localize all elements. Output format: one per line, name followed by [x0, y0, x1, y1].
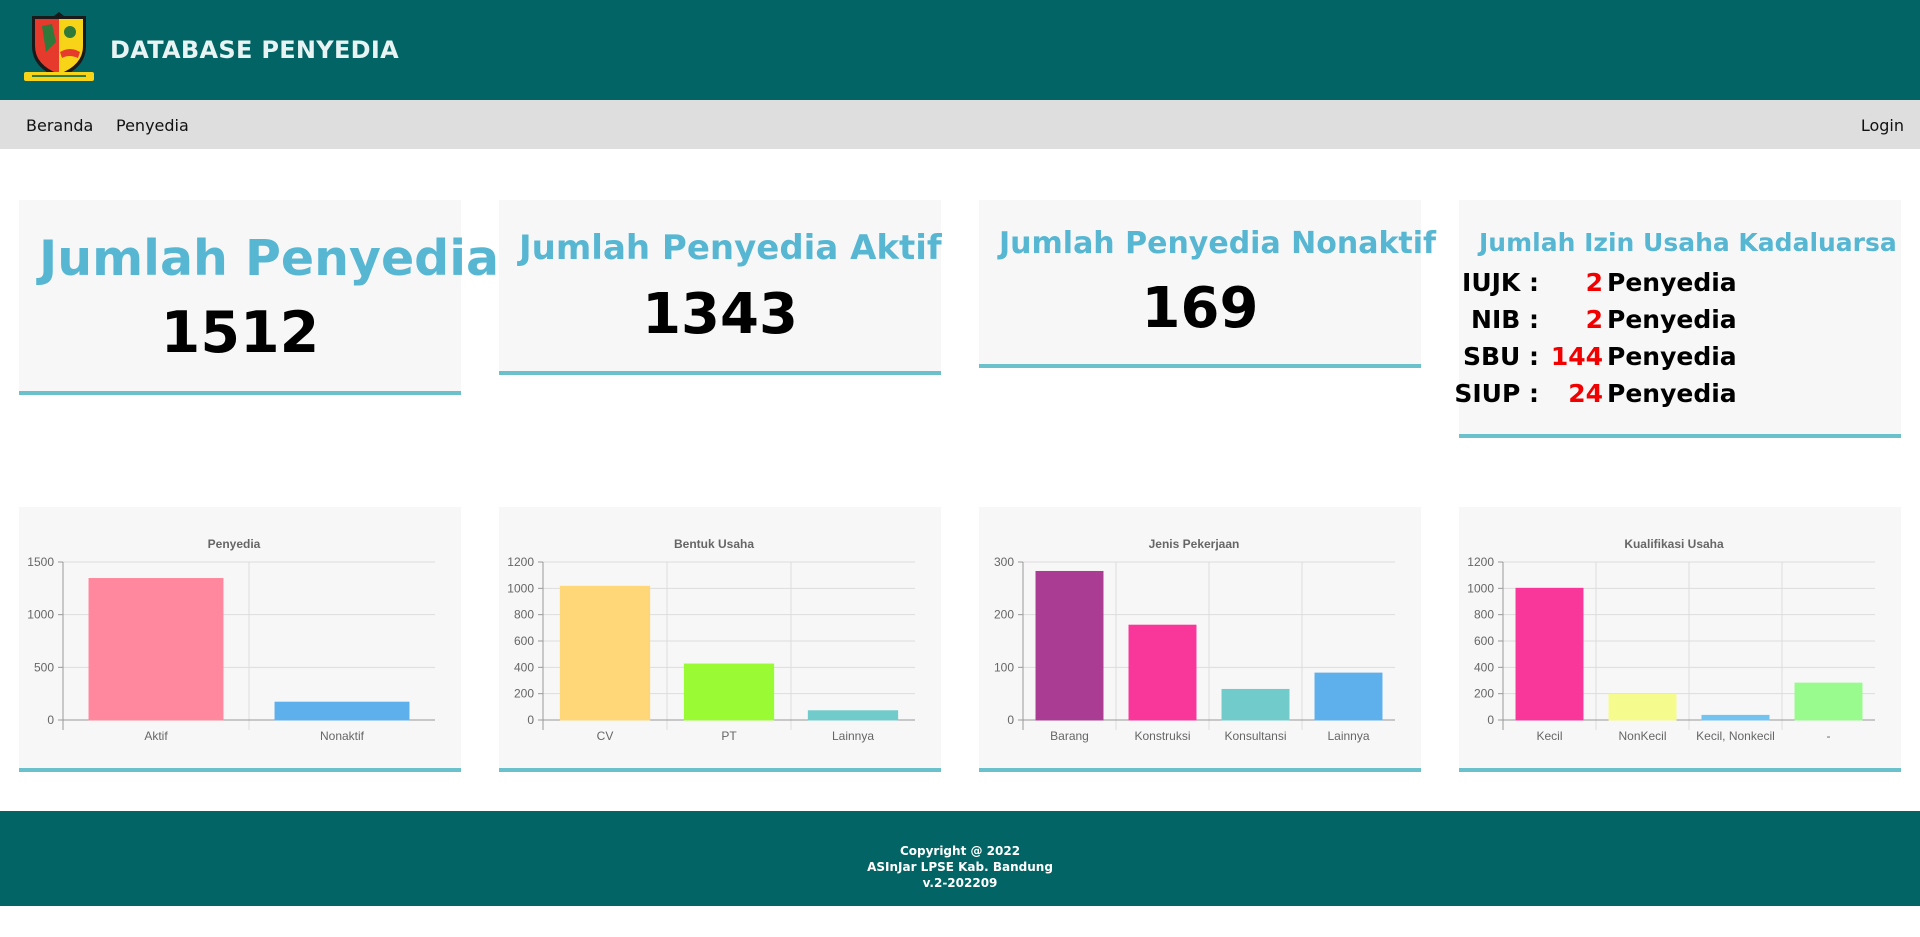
bar-konstruksi: [1128, 624, 1197, 721]
nib-label: NIB :: [1471, 305, 1539, 334]
bar-lainnya: [807, 710, 899, 721]
jenis-pekerjaan-bar-chart: Jenis Pekerjaan 0 100 200 300 Barang Konstruks…: [994, 537, 1395, 743]
iujk-count: 2: [1585, 268, 1603, 297]
siup-count: 24: [1568, 379, 1603, 408]
sbu-row: SBU : 144 Penyedia: [1459, 342, 1901, 378]
x-tick-label: Kecil: [1536, 729, 1562, 743]
total-penyedia-value: 1512: [160, 300, 320, 366]
y-tick-label: 400: [1474, 660, 1494, 674]
penyedia-chart-card: Penyedia 0 500 1000 1500 Aktif Nonaktif: [19, 507, 461, 772]
y-tick-label: 1200: [507, 555, 534, 569]
y-tick-label: 1500: [27, 555, 54, 569]
sbu-unit: Penyedia: [1607, 342, 1737, 371]
x-tick-label: Nonaktif: [320, 729, 365, 743]
x-tick-label: Lainnya: [832, 729, 874, 743]
y-tick-label: 1000: [1467, 581, 1494, 595]
x-tick-label: Lainnya: [1327, 729, 1369, 743]
penyedia-nonaktif-title: Jumlah Penyedia Nonaktif: [999, 226, 1437, 261]
siup-row: SIUP : 24 Penyedia: [1454, 379, 1901, 415]
y-tick-label: 1200: [1467, 555, 1494, 569]
y-tick-label: 800: [514, 608, 534, 622]
y-tick-label: 0: [1487, 713, 1494, 727]
izin-kadaluarsa-card: Jumlah Izin Usaha Kadaluarsa IUJK : 2 Pe…: [1454, 200, 1901, 438]
y-tick-label: 0: [1007, 713, 1014, 727]
nav-beranda-link[interactable]: Beranda: [26, 116, 94, 135]
x-tick-label: NonKecil: [1618, 729, 1666, 743]
site-title: DATABASE PENYEDIA: [110, 36, 399, 64]
y-tick-label: 1000: [507, 581, 534, 595]
bar-kecil: [1515, 587, 1584, 721]
siup-label: SIUP :: [1454, 379, 1539, 408]
bar-lainnya: [1314, 672, 1383, 721]
bar-kecil-nonkecil: [1701, 714, 1770, 721]
y-tick-label: 800: [1474, 608, 1494, 622]
sbu-label: SBU :: [1462, 342, 1539, 371]
bandung-regency-logo-icon: [24, 12, 94, 81]
footer-copyright: Copyright @ 2022: [899, 844, 1021, 858]
nib-row: NIB : 2 Penyedia: [1459, 305, 1901, 341]
total-penyedia-card: Jumlah Penyedia 1512: [19, 200, 499, 395]
y-tick-label: 0: [527, 713, 534, 727]
nav-penyedia-link[interactable]: Penyedia: [116, 116, 189, 135]
y-tick-label: 600: [1474, 634, 1494, 648]
x-tick-label: Aktif: [144, 729, 168, 743]
x-tick-label: CV: [597, 729, 614, 743]
kualifikasi-usaha-bar-chart: Kualifikasi Usaha 0 200 400 600 800 1000 1200 Ke…: [1467, 537, 1875, 743]
login-link[interactable]: Login: [1860, 116, 1904, 135]
y-tick-label: 200: [1474, 687, 1494, 701]
x-tick-label: Barang: [1050, 729, 1089, 743]
penyedia-aktif-title: Jumlah Penyedia Aktif: [519, 228, 942, 268]
penyedia-nonaktif-card: Jumlah Penyedia Nonaktif 169: [979, 200, 1436, 368]
penyedia-nonaktif-value: 169: [1141, 276, 1259, 341]
bar-barang: [1035, 570, 1104, 721]
site-header: DATABASE PENYEDIA: [0, 0, 1920, 100]
iujk-label: IUJK :: [1462, 268, 1539, 297]
jenis-pekerjaan-chart-card: Jenis Pekerjaan 0 100 200 300 Barang Konstruks…: [979, 507, 1421, 772]
sbu-count: 144: [1550, 342, 1603, 371]
izin-kadaluarsa-title: Jumlah Izin Usaha Kadaluarsa: [1479, 228, 1897, 257]
x-tick-label: Konsultansi: [1224, 729, 1286, 743]
kualifikasi-usaha-chart-card: Kualifikasi Usaha 0 200 400 600 800 1000 1200 Ke…: [1459, 507, 1901, 772]
bar-konsultansi: [1221, 688, 1290, 721]
bar-cv: [559, 585, 651, 721]
iujk-unit: Penyedia: [1607, 268, 1737, 297]
y-tick-label: 200: [514, 687, 534, 701]
chart-title: Bentuk Usaha: [674, 537, 754, 551]
bar-nonaktif: [274, 701, 410, 721]
penyedia-aktif-value: 1343: [642, 282, 798, 347]
footer-version: v.2-202209: [922, 876, 998, 890]
chart-title: Jenis Pekerjaan: [1149, 537, 1240, 551]
nib-unit: Penyedia: [1607, 305, 1737, 334]
penyedia-aktif-card: Jumlah Penyedia Aktif 1343: [499, 200, 942, 375]
y-tick-label: 100: [994, 660, 1014, 674]
main-navbar: Beranda Penyedia Login: [0, 100, 1920, 149]
nib-count: 2: [1585, 305, 1603, 334]
bar-nonkecil: [1608, 693, 1677, 721]
y-tick-label: 1000: [27, 608, 54, 622]
iujk-row: IUJK : 2 Penyedia: [1459, 268, 1901, 304]
siup-unit: Penyedia: [1607, 379, 1737, 408]
bentuk-usaha-bar-chart: Bentuk Usaha 0 200 400 600 800 1000 1200 CV PT Lai…: [507, 537, 915, 743]
y-tick-label: 300: [994, 555, 1014, 569]
y-tick-label: 0: [47, 713, 54, 727]
site-footer: Copyright @ 2022 ASInJar LPSE Kab. Bandu…: [0, 811, 1920, 906]
bentuk-usaha-chart-card: Bentuk Usaha 0 200 400 600 800 1000 1200 CV PT Lai…: [499, 507, 941, 772]
bar-pt: [683, 663, 775, 721]
chart-title: Kualifikasi Usaha: [1624, 537, 1724, 551]
x-tick-label: -: [1827, 729, 1831, 743]
footer-organization: ASInJar LPSE Kab. Bandung: [867, 860, 1053, 874]
y-tick-label: 400: [514, 660, 534, 674]
x-tick-label: Konstruksi: [1134, 729, 1190, 743]
chart-title: Penyedia: [208, 537, 261, 551]
y-tick-label: 600: [514, 634, 534, 648]
bar-: [1794, 682, 1863, 721]
penyedia-bar-chart: Penyedia 0 500 1000 1500 Aktif Nonaktif: [27, 537, 435, 743]
total-penyedia-title: Jumlah Penyedia: [39, 230, 500, 287]
bar-aktif: [88, 578, 224, 721]
y-tick-label: 200: [994, 608, 1014, 622]
x-tick-label: Kecil, Nonkecil: [1696, 729, 1775, 743]
y-tick-label: 500: [34, 660, 54, 674]
x-tick-label: PT: [721, 729, 737, 743]
